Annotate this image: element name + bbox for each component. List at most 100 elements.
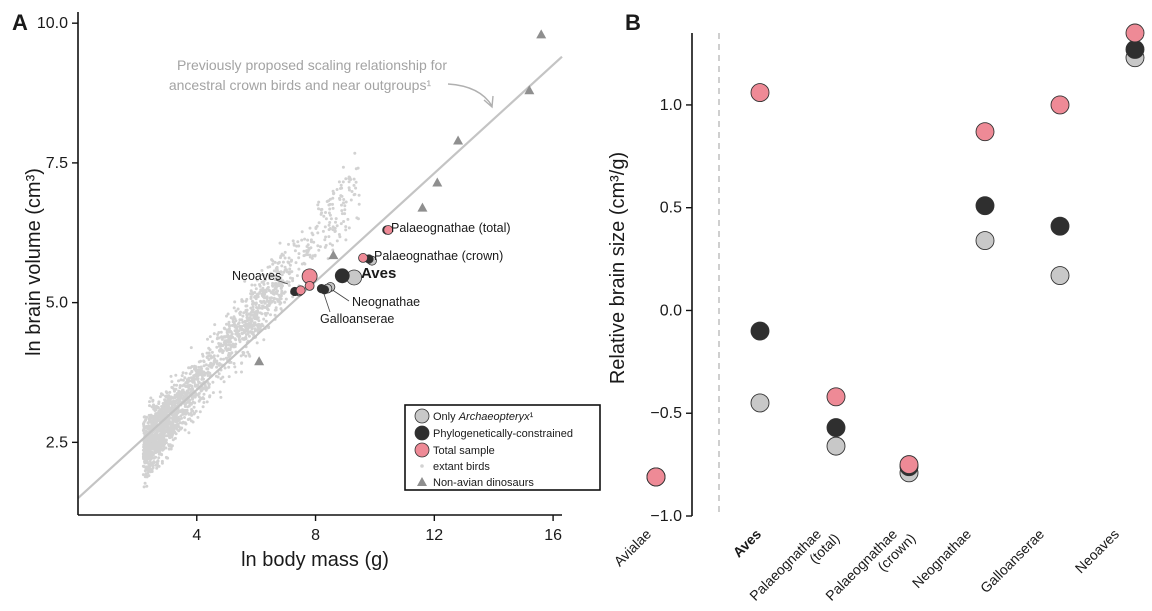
extant-bird-point <box>179 414 183 418</box>
extant-bird-point <box>234 309 238 313</box>
extant-bird-point <box>148 400 151 404</box>
extant-bird-point <box>338 198 342 201</box>
extant-bird-point <box>342 198 346 201</box>
extant-bird-point <box>263 306 267 309</box>
extant-bird-point <box>201 354 205 358</box>
extant-bird-point <box>296 240 300 244</box>
extant-bird-point <box>217 336 221 340</box>
extant-bird-point <box>200 374 204 378</box>
extant-bird-point <box>181 371 185 375</box>
extant-bird-point <box>327 223 331 227</box>
extant-bird-point <box>217 372 221 376</box>
extant-bird-point <box>221 349 225 353</box>
extant-bird-point <box>195 371 199 375</box>
extant-bird-point <box>188 383 192 387</box>
extant-bird-point <box>335 239 339 243</box>
extant-bird-point <box>161 439 165 443</box>
extant-bird-point <box>177 379 180 383</box>
extant-bird-point <box>163 398 167 402</box>
extant-bird-point <box>215 345 219 349</box>
extant-bird-point <box>335 224 339 228</box>
extant-bird-point <box>219 330 223 334</box>
extant-bird-point <box>320 211 324 215</box>
category-label: Galloanserae <box>977 526 1047 596</box>
extant-bird-point <box>181 396 185 400</box>
extant-bird-point <box>340 209 344 213</box>
extant-bird-point <box>329 217 333 221</box>
extant-bird-point <box>262 288 266 292</box>
leader-neoaves <box>275 279 289 285</box>
extant-bird-point <box>186 405 190 409</box>
extant-bird-point <box>159 392 163 396</box>
extant-bird-point <box>233 343 237 347</box>
extant-bird-point <box>224 356 228 360</box>
extant-bird-point <box>185 381 189 385</box>
extant-bird-point <box>197 370 201 374</box>
extant-bird-point <box>202 392 206 396</box>
extant-bird-point <box>291 279 295 283</box>
extant-bird-point <box>197 380 200 384</box>
extant-bird-point <box>146 427 150 431</box>
extant-bird-point <box>258 327 262 331</box>
extant-bird-point <box>344 228 348 232</box>
extant-bird-point <box>255 341 259 345</box>
extant-bird-point <box>262 338 266 342</box>
extant-bird-point <box>157 456 161 460</box>
extant-bird-point <box>145 475 149 479</box>
extant-bird-point <box>275 292 279 295</box>
clade-label: Palaeognathae (crown) <box>374 249 503 263</box>
extant-bird-point <box>271 289 275 293</box>
extant-bird-point <box>349 198 353 202</box>
extant-bird-point <box>201 396 205 400</box>
extant-bird-point <box>173 436 177 440</box>
extant-bird-point <box>216 362 220 366</box>
extant-bird-point <box>327 199 331 203</box>
y-tick-label-b: 0.0 <box>660 302 682 319</box>
extant-bird-point <box>190 369 194 373</box>
extant-bird-point <box>189 402 193 406</box>
extant-bird-point <box>187 431 191 435</box>
category-label-line: Avialae <box>611 526 655 570</box>
extant-bird-point <box>271 284 275 288</box>
extant-bird-point <box>346 217 350 221</box>
extant-bird-point <box>260 292 264 296</box>
extant-bird-point <box>168 390 172 394</box>
extant-bird-point <box>235 327 239 331</box>
category-label-line: Neognathae <box>909 526 974 591</box>
extant-bird-point <box>170 444 174 448</box>
extant-bird-point <box>176 401 179 405</box>
y-tick-label-b: 1.0 <box>660 97 682 114</box>
extant-bird-point <box>184 371 188 375</box>
extant-bird-point <box>282 291 286 295</box>
extant-bird-point <box>253 327 257 331</box>
relative-brain-point <box>1050 266 1070 285</box>
relative-brain-point <box>1125 39 1145 59</box>
extant-bird-point <box>152 436 156 440</box>
extant-bird-point <box>181 408 184 412</box>
extant-bird-point <box>256 325 260 329</box>
extant-bird-point <box>343 208 347 212</box>
extant-bird-point <box>274 306 278 310</box>
extant-bird-point <box>215 365 219 369</box>
extant-bird-point <box>147 413 151 417</box>
extant-bird-point <box>357 202 361 206</box>
extant-bird-point <box>266 281 270 285</box>
extant-bird-point <box>316 244 320 248</box>
extant-bird-point <box>162 446 166 450</box>
extant-bird-point <box>208 371 212 375</box>
extant-bird-point <box>225 328 229 332</box>
extant-bird-point <box>164 455 168 459</box>
extant-bird-point <box>226 312 230 316</box>
extant-bird-point <box>141 455 145 459</box>
extant-bird-point <box>228 335 232 339</box>
extant-bird-point <box>260 306 264 310</box>
extant-bird-point <box>194 409 198 413</box>
extant-bird-point <box>227 355 231 359</box>
x-tick-label-a: 8 <box>311 527 320 544</box>
extant-bird-point <box>152 418 156 422</box>
extant-bird-point <box>291 277 295 280</box>
extant-bird-point <box>149 396 153 400</box>
extant-bird-point <box>150 438 154 442</box>
extant-bird-point <box>272 296 276 300</box>
extant-bird-point <box>207 358 211 361</box>
